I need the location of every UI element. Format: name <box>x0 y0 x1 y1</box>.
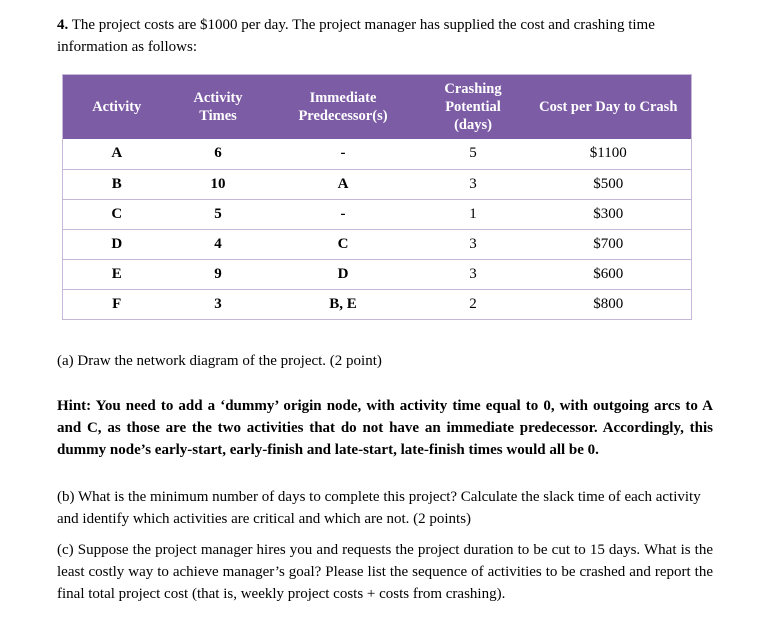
table-cell: E <box>62 259 171 290</box>
table-cell: 9 <box>170 259 266 290</box>
table-cell: C <box>265 229 421 260</box>
table-cell: 10 <box>170 169 266 200</box>
table-cell: F <box>62 289 171 320</box>
table-cell: $1100 <box>525 139 692 170</box>
table-row: C 5 - 1 $300 <box>62 199 692 230</box>
table-cell: 5 <box>420 139 526 170</box>
table-header-row: Activity Activity Times Immediate Predec… <box>62 74 692 139</box>
part-a-text: (a) Draw the network diagram of the proj… <box>57 352 382 369</box>
table-cell: 2 <box>420 289 526 320</box>
table-row: F 3 B, E 2 $800 <box>62 289 692 320</box>
table-cell: $700 <box>525 229 692 260</box>
hint-text: Hint: You need to add a ‘dummy’ origin n… <box>57 397 713 458</box>
table-cell: C <box>62 199 171 230</box>
header-crashing-potential: Crashing Potential (days) <box>420 74 526 139</box>
table-cell: A <box>62 139 171 170</box>
table-cell: 4 <box>170 229 266 260</box>
header-activity-times: Activity Times <box>170 74 266 139</box>
header-immediate-predecessors: Immediate Predecessor(s) <box>265 74 421 139</box>
table-cell: 1 <box>420 199 526 230</box>
crashing-cost-table: Activity Activity Times Immediate Predec… <box>62 74 692 320</box>
table-cell: - <box>265 139 421 170</box>
table-cell: 5 <box>170 199 266 230</box>
question-number: 4. <box>57 17 69 33</box>
question-intro: 4. The project costs are $1000 per day. … <box>57 14 713 58</box>
part-c-text: (c) Suppose the project manager hires yo… <box>57 541 713 602</box>
table-row: E 9 D 3 $600 <box>62 259 692 290</box>
table-cell: 3 <box>170 289 266 320</box>
table-row: A 6 - 5 $1100 <box>62 139 692 170</box>
table-cell: D <box>62 229 171 260</box>
header-cost-per-day: Cost per Day to Crash <box>525 74 692 139</box>
table-cell: $600 <box>525 259 692 290</box>
table-cell: $300 <box>525 199 692 230</box>
table-row: D 4 C 3 $700 <box>62 229 692 260</box>
table-body: A 6 - 5 $1100 B 10 A 3 $500 C 5 - 1 $300 <box>62 139 692 320</box>
table-cell: 3 <box>420 259 526 290</box>
part-b-text: (b) What is the minimum number of days t… <box>57 488 701 527</box>
table-cell: 3 <box>420 169 526 200</box>
table-cell: 3 <box>420 229 526 260</box>
table-cell: D <box>265 259 421 290</box>
table-row: B 10 A 3 $500 <box>62 169 692 200</box>
table-cell: A <box>265 169 421 200</box>
table-cell: $500 <box>525 169 692 200</box>
table-cell: - <box>265 199 421 230</box>
table-cell: $800 <box>525 289 692 320</box>
table-cell: 6 <box>170 139 266 170</box>
header-activity: Activity <box>62 74 171 139</box>
table-header: Activity Activity Times Immediate Predec… <box>62 74 692 139</box>
table-cell: B <box>62 169 171 200</box>
question-intro-text: The project costs are $1000 per day. The… <box>57 17 655 55</box>
table-cell: B, E <box>265 289 421 320</box>
